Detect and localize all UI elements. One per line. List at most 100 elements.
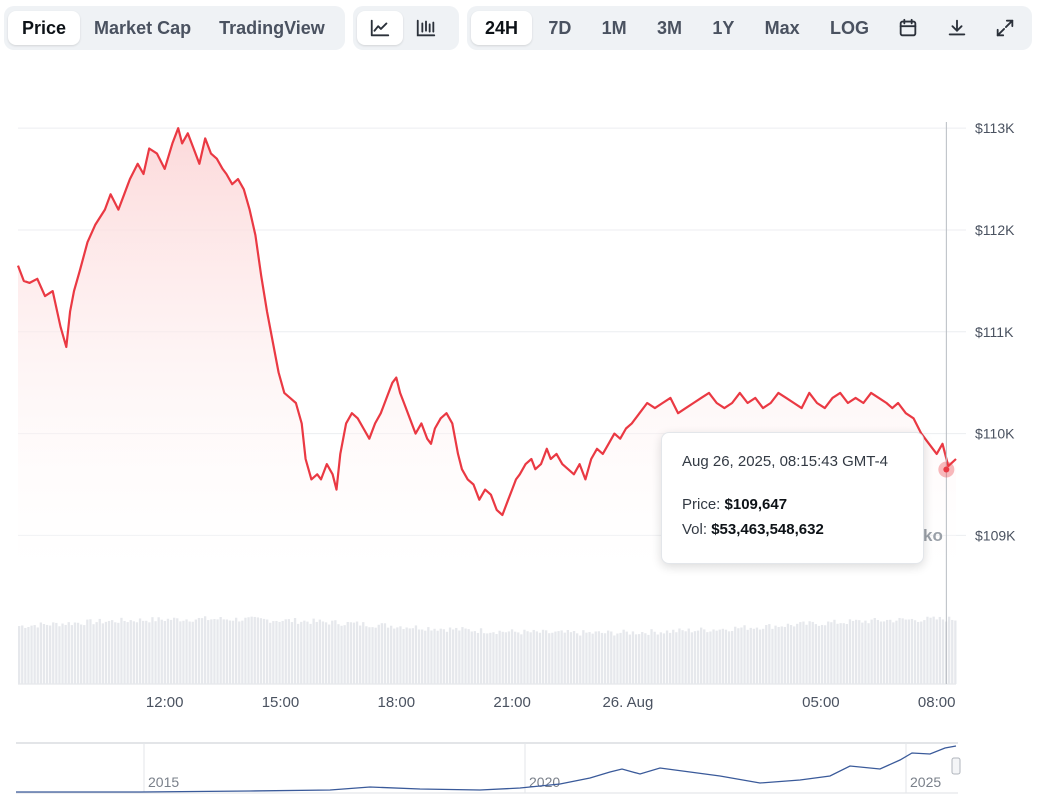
volume-bar [207,620,210,684]
tab-tradingview[interactable]: TradingView [219,17,325,38]
volume-bar [300,621,303,684]
volume-bar [67,622,70,684]
volume-bar [706,632,709,684]
range-3m-button[interactable]: 3M [657,17,683,38]
volume-bars [18,616,957,684]
navigator-handle[interactable] [951,757,961,775]
download-button[interactable] [934,11,980,45]
volume-bar [191,621,194,684]
log-scale-button[interactable]: LOG [830,17,869,38]
volume-bar [21,625,24,684]
volume-bar [594,631,597,684]
volume-bar [864,620,867,684]
volume-bar [250,616,253,684]
volume-bar [486,633,489,684]
volume-bar [551,632,554,684]
volume-bar [495,634,498,684]
candlestick-chart-button[interactable] [403,11,449,45]
range-1m-button[interactable]: 1M [601,17,627,38]
volume-bar [622,629,625,684]
volume-bar [455,627,458,684]
volume-bar [576,633,579,684]
volume-bar [560,630,563,684]
calendar-button[interactable] [885,11,931,45]
volume-bar [278,621,281,684]
volume-bar [743,625,746,684]
volume-bar [523,629,526,684]
volume-bar [244,617,247,684]
volume-bar [669,632,672,684]
volume-bar [194,619,197,684]
volume-bar [703,629,706,684]
volume-bar [92,624,95,684]
volume-bar [259,618,263,684]
volume-bar [554,631,557,684]
volume-bar [132,621,135,684]
volume-bar [882,621,886,684]
volume-bar [492,632,495,684]
volume-bar [287,619,290,684]
volume-bar [709,631,712,684]
volume-bar [762,628,765,684]
tab-price[interactable]: Price [8,11,81,45]
volume-bar [737,628,740,684]
volume-bar [541,629,545,684]
volume-bar [64,624,67,684]
range-24h-button[interactable]: 24H [471,11,533,45]
volume-bar [886,619,889,684]
volume-bar [166,618,170,684]
volume-bar [641,632,644,684]
volume-bar [687,628,690,684]
volume-bar [876,619,879,684]
volume-bar [889,619,892,684]
volume-bar [538,632,542,684]
volume-bar [27,626,30,684]
volume-bar [461,627,464,684]
volume-bar [610,631,613,684]
volume-bar [839,623,842,684]
volume-bar [424,630,427,684]
volume-bar [393,628,396,684]
candlestick-chart-icon [416,19,436,37]
volume-bar [734,626,737,684]
volume-bar [607,630,610,684]
volume-bar [411,628,414,684]
range-max-button[interactable]: Max [764,17,800,38]
range-navigator[interactable]: 2015 2020 2025 [16,742,961,794]
volume-bar [591,633,594,684]
volume-bar [337,624,340,684]
volume-bar [148,622,151,684]
volume-bar [359,625,362,684]
volume-bar [182,620,185,684]
volume-bar [879,621,883,684]
volume-bar [696,630,700,684]
volume-bar [70,625,73,684]
y-tick-label: $113K [975,120,1015,136]
volume-bar [151,617,154,684]
volume-bar [870,619,873,684]
volume-bar [117,622,120,684]
range-7d-button[interactable]: 7D [548,17,572,38]
line-chart-button[interactable] [357,11,403,45]
volume-bar [768,624,771,684]
x-tick-label: 18:00 [378,694,416,711]
volume-bar [321,621,325,684]
y-axis-ticks: $109K $110K $111K $112K $113K [975,120,1016,543]
volume-bar [917,621,920,684]
expand-button[interactable] [982,11,1028,45]
volume-bar [920,621,923,684]
volume-bar [746,629,749,684]
volume-bar [926,616,929,684]
volume-bar [231,620,235,684]
volume-bar [290,622,294,684]
volume-bar [638,634,641,684]
volume-bar [448,627,452,684]
volume-bar [836,623,839,684]
range-group: 24H 7D 1M 3M 1Y Max LOG [467,6,1032,50]
volume-bar [349,622,352,684]
tab-market-cap[interactable]: Market Cap [94,17,192,38]
range-1y-button[interactable]: 1Y [712,17,735,38]
volume-bar [138,618,142,684]
x-tick-label: 12:00 [146,694,184,711]
